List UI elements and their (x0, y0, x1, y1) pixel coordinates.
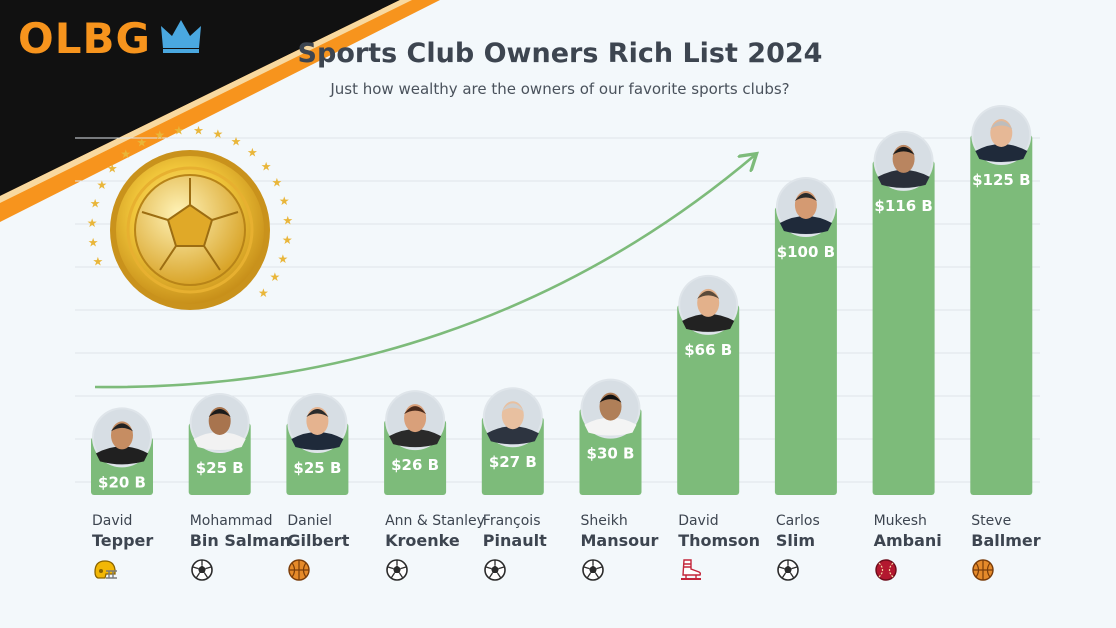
star-icon: ★ (212, 127, 223, 141)
owner-first-name: Mohammad (189, 513, 273, 529)
stars-ring-icon: ★★★★★★★★★ ★ ★ ★★★★★★★★★★★ (87, 123, 293, 300)
star-icon: ★ (87, 216, 98, 230)
star-icon: ★ (258, 286, 269, 300)
owner-last-name: Thomson (678, 531, 761, 550)
owner-last-name: Ambani (873, 531, 942, 550)
bar-value-label: $116 B (874, 197, 932, 215)
star-icon: ★ (93, 255, 104, 269)
owner-name: Carlos Slim (776, 512, 886, 550)
star-icon: ★ (88, 235, 99, 249)
bar-value-label: $25 B (293, 459, 341, 477)
gold-coin-icon: ★★★★★★★★★ ★ ★ ★★★★★★★★★★★ (87, 123, 293, 310)
star-icon: ★ (278, 252, 289, 266)
bar-value-label: $100 B (777, 243, 835, 261)
star-icon: ★ (282, 233, 293, 247)
owner-first-name: Carlos (775, 513, 820, 529)
owner-first-name: David (678, 513, 719, 529)
star-icon: ★ (174, 124, 185, 138)
star-icon: ★ (97, 178, 108, 192)
owner-last-name: Tepper (92, 531, 154, 550)
owner-name: François Pinault (483, 512, 593, 550)
bar-value-label: $66 B (684, 341, 732, 359)
bar (970, 135, 1033, 495)
bar (677, 304, 740, 495)
soccer-ball-icon (483, 558, 507, 582)
soccer-ball-icon (385, 558, 409, 582)
owner-name: David Tepper (92, 512, 202, 550)
crown-icon (161, 20, 201, 53)
star-icon: ★ (272, 176, 283, 190)
owner-name: David Thomson (678, 512, 788, 550)
owner-last-name: Kroenke (385, 531, 460, 550)
owner-last-name: Pinault (482, 531, 547, 550)
owner-avatar (678, 274, 739, 335)
star-icon: ★ (247, 145, 258, 159)
owner-avatar (189, 393, 250, 453)
bar-value-label: $30 B (587, 445, 635, 463)
corner-banner (0, 0, 440, 222)
star-icon: ★ (154, 128, 165, 142)
owner-first-name: Daniel (287, 513, 333, 529)
owner-avatar (92, 407, 152, 468)
owner-name: Steve Ballmer (971, 512, 1081, 550)
cricket-ball-icon (874, 558, 898, 582)
owner-name: Ann & Stanley Kroenke (385, 512, 495, 550)
owner-first-name: David (92, 513, 133, 529)
american-football-helmet-icon (92, 558, 117, 582)
bar-value-label: $125 B (972, 171, 1030, 189)
owner-name: Sheikh Mansour (581, 512, 691, 550)
olbg-logo: OLBG (18, 14, 151, 63)
chart-subtitle: Just how wealthy are the owners of our f… (330, 80, 790, 98)
owner-last-name: Ballmer (971, 531, 1041, 550)
owner-name: Mukesh Ambani (874, 512, 984, 550)
owner-name: Mohammad Bin Salman (190, 512, 300, 550)
basketball-icon (287, 558, 311, 582)
bar-value-label: $25 B (196, 459, 244, 477)
star-icon: ★ (90, 196, 101, 210)
bar-value-label: $20 B (98, 473, 146, 491)
owner-avatar (873, 130, 934, 191)
owner-avatar (482, 387, 543, 448)
owner-name: Daniel Gilbert (287, 512, 397, 550)
basketball-icon (971, 558, 995, 582)
owner-first-name: Mukesh (873, 513, 927, 529)
owner-avatar (775, 177, 836, 237)
star-icon: ★ (279, 194, 290, 208)
star-icon: ★ (282, 213, 293, 227)
soccer-ball-icon (581, 558, 605, 582)
owner-avatar (971, 105, 1032, 165)
star-icon: ★ (261, 159, 272, 173)
owner-first-name: François (482, 513, 541, 529)
bar (872, 160, 935, 496)
owner-first-name: Steve (971, 513, 1012, 529)
star-icon: ★ (231, 134, 242, 148)
owner-avatar (287, 393, 348, 453)
owner-first-name: Ann & Stanley (385, 513, 485, 529)
owner-last-name: Gilbert (287, 531, 350, 550)
soccer-ball-icon (134, 174, 246, 286)
soccer-ball-icon (776, 558, 800, 582)
owner-last-name: Bin Salman (189, 531, 291, 550)
bar (774, 207, 837, 495)
soccer-ball-icon (190, 558, 214, 582)
bar-value-label: $26 B (391, 456, 439, 474)
bar-value-label: $27 B (489, 453, 537, 471)
bars-layer: $20 B $25 B $25 B $26 B $27 B $30 B $66 B $100 … (91, 105, 1033, 496)
star-icon: ★ (269, 270, 280, 284)
star-icon: ★ (193, 123, 204, 137)
star-icon: ★ (136, 136, 147, 150)
ice-skate-icon (678, 558, 702, 582)
growth-arrow (94, 155, 755, 389)
star-icon: ★ (107, 161, 118, 175)
star-icon: ★ (120, 147, 131, 161)
owner-avatar (580, 378, 641, 439)
owner-last-name: Mansour (580, 531, 659, 550)
owner-last-name: Slim (775, 531, 816, 550)
owner-first-name: Sheikh (580, 513, 628, 529)
chart-title: Sports Club Owners Rich List 2024 (297, 38, 823, 69)
owner-avatar (385, 390, 446, 451)
